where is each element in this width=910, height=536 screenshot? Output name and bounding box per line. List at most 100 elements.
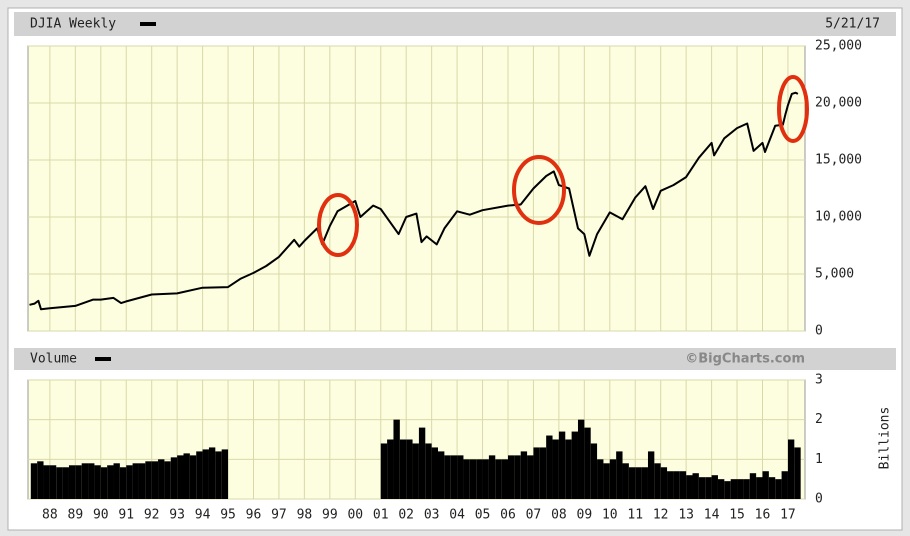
volume-bar — [457, 455, 464, 499]
volume-bar — [62, 467, 69, 499]
x-tick-label: 94 — [195, 508, 211, 523]
volume-bar — [183, 453, 190, 499]
volume-bar — [565, 439, 572, 499]
x-tick-label: 02 — [398, 508, 414, 523]
volume-bar — [756, 477, 763, 499]
y-tick-label: 10,000 — [815, 210, 862, 225]
x-tick-label: 04 — [449, 508, 465, 523]
source: ©BigCharts.com — [685, 352, 805, 367]
highlight — [777, 75, 809, 143]
x-tick-label: 13 — [678, 508, 694, 523]
x-tick-label: 12 — [653, 508, 669, 523]
x-tick-label: 03 — [424, 508, 440, 523]
volume-bar — [425, 443, 432, 499]
volume-bar — [679, 471, 687, 499]
header-bar — [14, 12, 896, 36]
volume-bar — [711, 475, 718, 499]
volume-bar — [132, 463, 139, 499]
price-panel — [27, 45, 806, 332]
x-tick-label: 15 — [729, 508, 745, 523]
volume-bar — [107, 465, 114, 499]
x-tick-label: 09 — [577, 508, 593, 523]
y-tick-label: 5,000 — [815, 267, 854, 282]
x-tick-label: 08 — [551, 508, 567, 523]
volume-bar — [68, 465, 76, 499]
volume-bar — [88, 463, 95, 499]
volume-bar — [170, 457, 178, 499]
volume-bar — [126, 465, 133, 499]
volume-bar — [768, 477, 776, 499]
volume-bar — [667, 471, 674, 499]
volume-bar — [30, 463, 38, 499]
volume-bar — [37, 461, 44, 499]
volume-bar — [533, 447, 540, 499]
price-title: DJIA Weekly — [30, 17, 116, 32]
volume-bar — [94, 465, 101, 499]
y-tick-label: 0 — [815, 324, 823, 339]
y-tick-label: 15,000 — [815, 153, 862, 168]
volume-bar — [450, 455, 458, 499]
volume-bar — [514, 455, 521, 499]
volume-bar — [380, 443, 388, 499]
volume-bar — [641, 467, 648, 499]
volume-bar — [476, 459, 483, 499]
volume-bar — [577, 419, 585, 499]
volume-bar — [221, 449, 229, 499]
volume-bar — [737, 479, 744, 499]
volume-bar — [482, 459, 489, 499]
volume-bar — [775, 479, 782, 499]
volume-bar — [151, 461, 159, 499]
x-tick-label: 11 — [627, 508, 643, 523]
volume-bar — [399, 439, 407, 499]
x-tick-label: 98 — [297, 508, 313, 523]
volume-bar — [590, 443, 598, 499]
x-tick-label: 95 — [220, 508, 236, 523]
volume-bar — [539, 447, 547, 499]
volume-bar — [100, 467, 108, 499]
y-axis-label: Billions — [878, 407, 893, 470]
volume-bar — [660, 467, 668, 499]
volume-bar — [584, 427, 591, 499]
volume-bar — [119, 467, 127, 499]
header-bar — [14, 348, 896, 370]
volume-bar — [705, 477, 712, 499]
x-tick-label: 97 — [271, 508, 287, 523]
volume-title: Volume — [30, 352, 77, 367]
volume-bar — [177, 455, 184, 499]
highlight — [512, 155, 566, 225]
x-tick-label: 96 — [246, 508, 262, 523]
x-tick-label: 91 — [118, 508, 134, 523]
volume-bar — [49, 465, 57, 499]
volume-bar — [196, 451, 203, 499]
volume-bar — [418, 427, 426, 499]
volume-bar — [794, 447, 801, 499]
volume-bar — [787, 439, 795, 499]
legend-swatch — [140, 22, 156, 26]
volume-bar — [501, 459, 508, 499]
volume-bar — [488, 455, 496, 499]
volume-bar — [158, 459, 165, 499]
volume-bar — [463, 459, 470, 499]
volume-bar — [743, 479, 750, 499]
y-tick-label: 2 — [815, 412, 823, 427]
volume-bar — [393, 419, 400, 499]
volume-bar — [56, 467, 63, 499]
volume-bar — [717, 479, 725, 499]
x-tick-label: 90 — [93, 508, 109, 523]
date: 5/21/17 — [825, 17, 880, 32]
volume-bar — [762, 471, 769, 499]
volume-bar — [654, 463, 661, 499]
volume-bar — [635, 467, 642, 499]
y-tick-label: 0 — [815, 492, 823, 507]
x-tick-label: 88 — [42, 508, 58, 523]
volume-bar — [444, 455, 451, 499]
y-tick-label: 20,000 — [815, 96, 862, 111]
volume-bar — [215, 451, 222, 499]
volume-bar — [527, 455, 534, 499]
volume-bar — [647, 451, 655, 499]
x-tick-label: 99 — [322, 508, 338, 523]
volume-bar — [469, 459, 477, 499]
